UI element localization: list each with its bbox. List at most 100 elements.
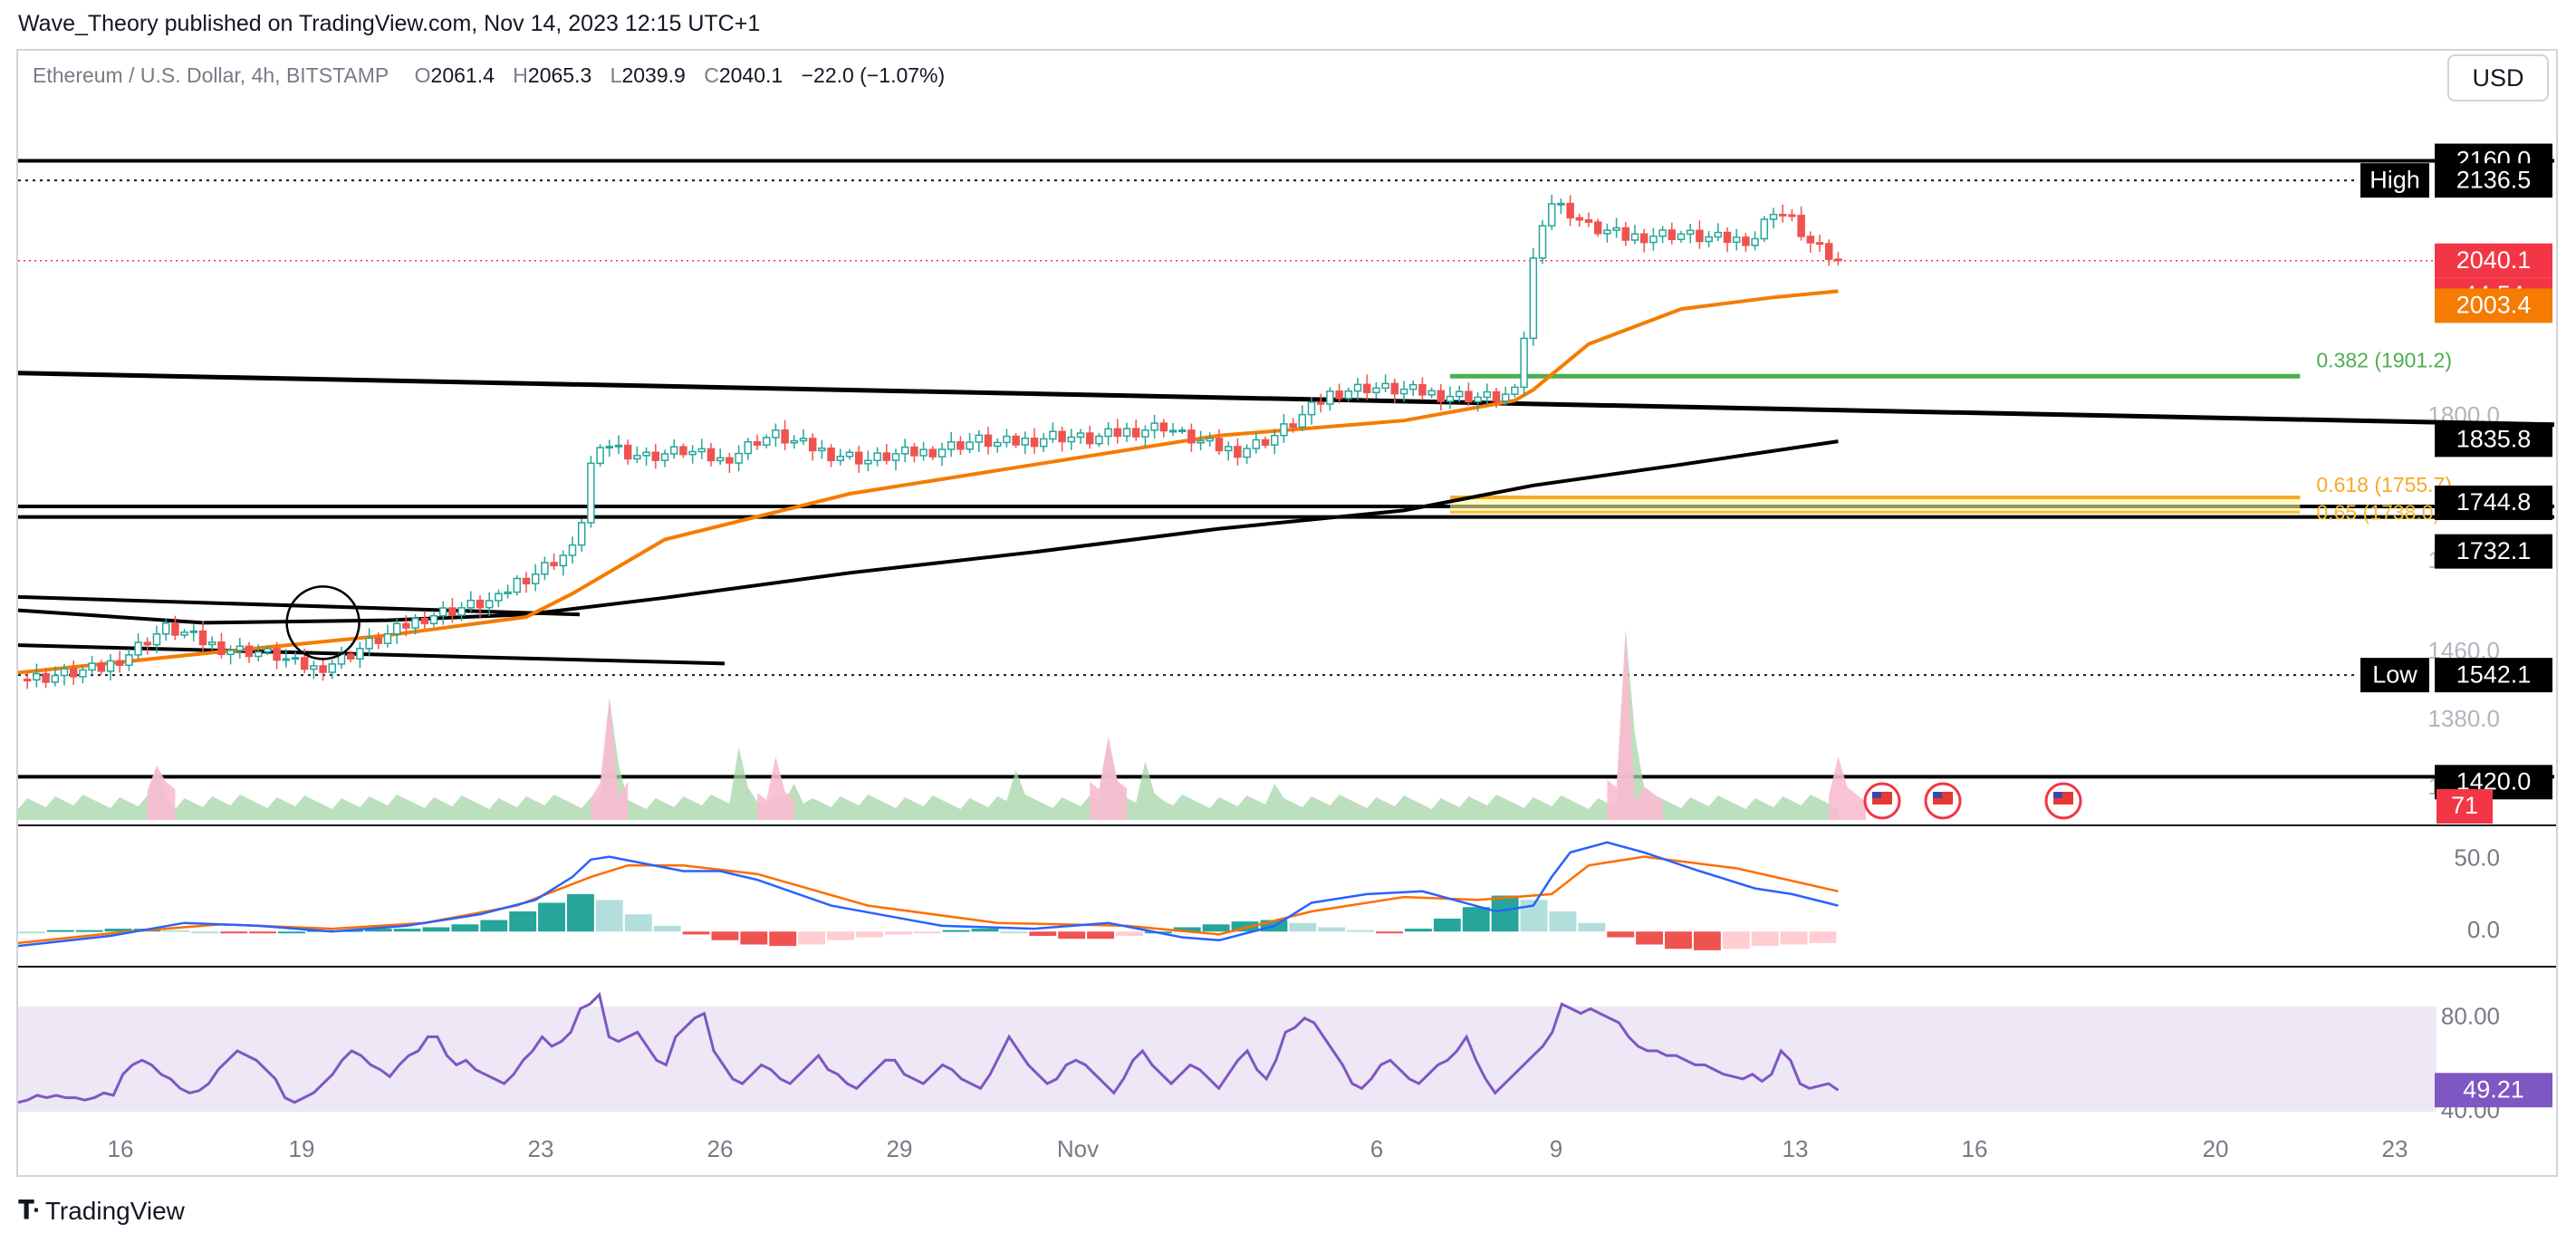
macd-histogram-bar [509, 911, 537, 932]
candle-body [429, 614, 438, 625]
candle-body [402, 622, 410, 629]
candle-body [1298, 413, 1307, 429]
support-1744-label-bg [2435, 485, 2552, 520]
candle-body [1344, 390, 1353, 400]
macd-histogram-bar [711, 931, 739, 940]
macd-histogram-bar [1462, 907, 1490, 932]
candle-body [319, 665, 327, 673]
high-label-bg [2435, 163, 2552, 198]
candle-body [1168, 429, 1177, 433]
candle-body [1834, 258, 1842, 262]
candle-body [328, 663, 337, 673]
candle-body [845, 451, 854, 458]
candle-body [633, 455, 641, 460]
macd-histogram-bar [1029, 931, 1057, 936]
volume-down-area-0 [147, 766, 176, 820]
fib-618-label: 0.618 (1755.7) [2316, 473, 2452, 496]
candle-body [1630, 233, 1639, 241]
currency-button[interactable]: USD [2447, 54, 2549, 101]
symbol-name[interactable]: Ethereum / U.S. Dollar, 4h, BITSTAMP [33, 63, 389, 87]
macd-axis-tick-0: 0.0 [2467, 916, 2500, 943]
candle-body [984, 434, 993, 448]
candle-body [993, 441, 1002, 448]
candle-body [1732, 236, 1741, 244]
candle-body [531, 573, 540, 584]
candle-body [541, 562, 549, 575]
macd-axis-tick-50: 50.0 [2454, 844, 2500, 872]
candle-body [1316, 401, 1325, 405]
candle-body [1705, 236, 1713, 243]
low-label-tag: Low [2372, 660, 2417, 688]
candle-body [679, 446, 687, 456]
candle-body [365, 637, 373, 650]
candle-body [559, 554, 568, 567]
candle-body [125, 654, 133, 666]
chart-frame [16, 49, 2558, 1177]
candle-body [1474, 396, 1482, 403]
candle-body [882, 452, 891, 461]
candle-body [716, 457, 725, 462]
volume-down-area-5 [1829, 756, 1866, 820]
support-1732-label-bg [2435, 534, 2552, 569]
candle-body [420, 617, 429, 625]
x-axis-tick: 16 [108, 1135, 134, 1162]
candle-body [1326, 390, 1334, 405]
open-value: 2061.4 [430, 63, 495, 87]
candle-body [753, 441, 762, 446]
fib-382-label: 0.382 (1901.2) [2316, 348, 2452, 371]
candle-body [1141, 429, 1149, 438]
macd-histogram-bar [46, 930, 74, 932]
candle-body [466, 599, 476, 609]
candle-body [1788, 214, 1796, 217]
fib-zone [1450, 496, 2301, 513]
macd-signal-line [17, 855, 1839, 945]
candle-body [1353, 383, 1362, 392]
candle-body [605, 446, 614, 449]
last-price-label-bg [2435, 243, 2552, 278]
candle-body [1714, 231, 1723, 238]
candle-body [1408, 383, 1418, 390]
tradingview-brand[interactable]: 𝐓∙ TradingView [18, 1196, 185, 1226]
candle-body [596, 447, 604, 465]
macd-histogram-bar [682, 931, 710, 935]
candle-body [669, 446, 678, 455]
publisher-line: Wave_Theory published on TradingView.com… [18, 11, 761, 36]
candle-body [1243, 448, 1251, 458]
candle-body [97, 662, 106, 672]
macd-histogram-bar [653, 925, 681, 932]
candle-body [1668, 229, 1677, 241]
candle-body [448, 607, 457, 616]
candle-body [226, 650, 235, 656]
candle-body [1797, 215, 1805, 237]
support-1744-label: 1744.8 [2456, 488, 2532, 516]
x-axis-tick: 19 [289, 1135, 315, 1162]
rsi-band [18, 1006, 2437, 1113]
high-label: 2136.5 [2456, 166, 2532, 193]
candle-body [88, 662, 96, 671]
candle-body [1122, 428, 1131, 438]
candle-body [217, 641, 226, 656]
candle-body [264, 648, 272, 653]
candle-body [1639, 233, 1648, 244]
candle-body [171, 622, 179, 636]
candle-body [300, 657, 309, 670]
macd-histogram-bar [538, 902, 566, 932]
support-1835-label-bg [2435, 422, 2552, 458]
volume-down-area-1 [591, 698, 629, 820]
macd-histogram-bar [480, 920, 508, 932]
candle-body [706, 448, 716, 462]
candle-body [1778, 213, 1787, 217]
candle-body [392, 622, 401, 635]
candle-body [1113, 428, 1122, 438]
candle-body [1418, 383, 1427, 396]
macd-histogram-bar [162, 930, 190, 932]
support-1732-label: 1732.1 [2456, 537, 2532, 564]
x-axis-tick: 16 [1962, 1135, 1988, 1162]
x-axis-tick: Nov [1057, 1135, 1099, 1162]
candle-body [651, 451, 660, 461]
candle-body [1012, 435, 1020, 446]
volume-value-label: 71 [2451, 792, 2478, 819]
low-label-tag-bg [2360, 658, 2429, 693]
macd-histogram-bar [1578, 922, 1606, 932]
